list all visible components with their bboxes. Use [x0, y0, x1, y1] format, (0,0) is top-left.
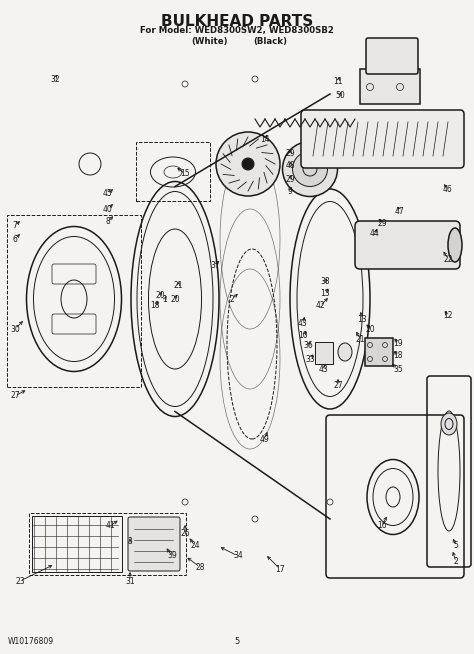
Text: 49: 49	[260, 434, 270, 443]
Text: 14: 14	[260, 135, 270, 143]
Text: 36: 36	[303, 341, 313, 351]
Text: 27: 27	[10, 392, 20, 400]
Text: 41: 41	[105, 521, 115, 530]
Text: 20: 20	[170, 294, 180, 303]
Text: 45: 45	[103, 190, 113, 199]
Text: 5: 5	[234, 637, 240, 646]
Text: 50: 50	[335, 92, 345, 101]
Text: 40: 40	[103, 205, 113, 213]
Bar	[360, 69, 420, 104]
Text: 44: 44	[370, 230, 380, 239]
Text: 19: 19	[393, 339, 403, 349]
Text: For Model: WED8300SW2, WED8300SB2: For Model: WED8300SW2, WED8300SB2	[140, 26, 334, 35]
Text: 43: 43	[319, 364, 329, 373]
Text: 39: 39	[167, 551, 177, 560]
FancyBboxPatch shape	[355, 221, 460, 269]
Text: 21: 21	[355, 334, 365, 343]
Text: 13: 13	[357, 315, 367, 324]
Bar	[32, 516, 122, 572]
Ellipse shape	[441, 413, 457, 435]
Text: 23: 23	[15, 576, 25, 585]
FancyBboxPatch shape	[301, 110, 464, 168]
Text: 30: 30	[10, 324, 20, 334]
Text: 31: 31	[125, 576, 135, 585]
Text: 9: 9	[288, 188, 292, 196]
Text: 17: 17	[275, 564, 285, 574]
Ellipse shape	[338, 343, 352, 361]
Text: 21: 21	[173, 281, 183, 290]
Text: 22: 22	[443, 254, 453, 264]
Text: 33: 33	[305, 354, 315, 364]
Text: 46: 46	[443, 184, 453, 194]
Text: 28: 28	[195, 562, 205, 572]
Text: 48: 48	[285, 162, 295, 171]
Text: 42: 42	[315, 301, 325, 311]
Text: 18: 18	[150, 301, 160, 311]
Text: 26: 26	[180, 530, 190, 538]
Text: 1: 1	[163, 294, 167, 303]
Bar	[365, 338, 393, 366]
Text: 5: 5	[454, 542, 458, 551]
FancyBboxPatch shape	[366, 38, 418, 74]
Ellipse shape	[242, 158, 254, 170]
Text: 43: 43	[298, 320, 308, 328]
Text: 15: 15	[180, 169, 190, 179]
Text: 47: 47	[395, 207, 405, 216]
Text: 24: 24	[190, 542, 200, 551]
Text: BULKHEAD PARTS: BULKHEAD PARTS	[161, 14, 313, 29]
Text: 29: 29	[285, 150, 295, 158]
Ellipse shape	[292, 152, 328, 186]
Text: 37: 37	[210, 262, 220, 271]
Text: 3: 3	[128, 538, 132, 547]
Text: W10176809: W10176809	[8, 637, 54, 646]
Text: (Black): (Black)	[253, 37, 287, 46]
Text: 13: 13	[320, 290, 330, 298]
Text: 38: 38	[320, 277, 330, 286]
Text: 8: 8	[106, 218, 110, 226]
Ellipse shape	[216, 132, 280, 196]
Ellipse shape	[283, 141, 337, 196]
Text: 35: 35	[393, 364, 403, 373]
Text: 12: 12	[443, 311, 453, 320]
Text: 16: 16	[377, 521, 387, 530]
Text: 29: 29	[377, 220, 387, 228]
Text: 18: 18	[393, 351, 403, 360]
Text: 29: 29	[285, 175, 295, 184]
Text: 11: 11	[333, 78, 343, 86]
Text: 20: 20	[155, 292, 165, 300]
Text: (White): (White)	[192, 37, 228, 46]
Text: 2: 2	[229, 294, 234, 303]
Text: 27: 27	[333, 381, 343, 390]
Text: 20: 20	[365, 324, 375, 334]
Ellipse shape	[448, 228, 462, 262]
Text: 7: 7	[13, 222, 18, 230]
Bar	[315, 342, 333, 364]
Text: 34: 34	[233, 551, 243, 560]
Text: 32: 32	[50, 75, 60, 84]
FancyBboxPatch shape	[128, 517, 180, 571]
Text: 2: 2	[454, 557, 458, 566]
Text: 10: 10	[298, 332, 308, 341]
Text: 6: 6	[13, 235, 18, 243]
